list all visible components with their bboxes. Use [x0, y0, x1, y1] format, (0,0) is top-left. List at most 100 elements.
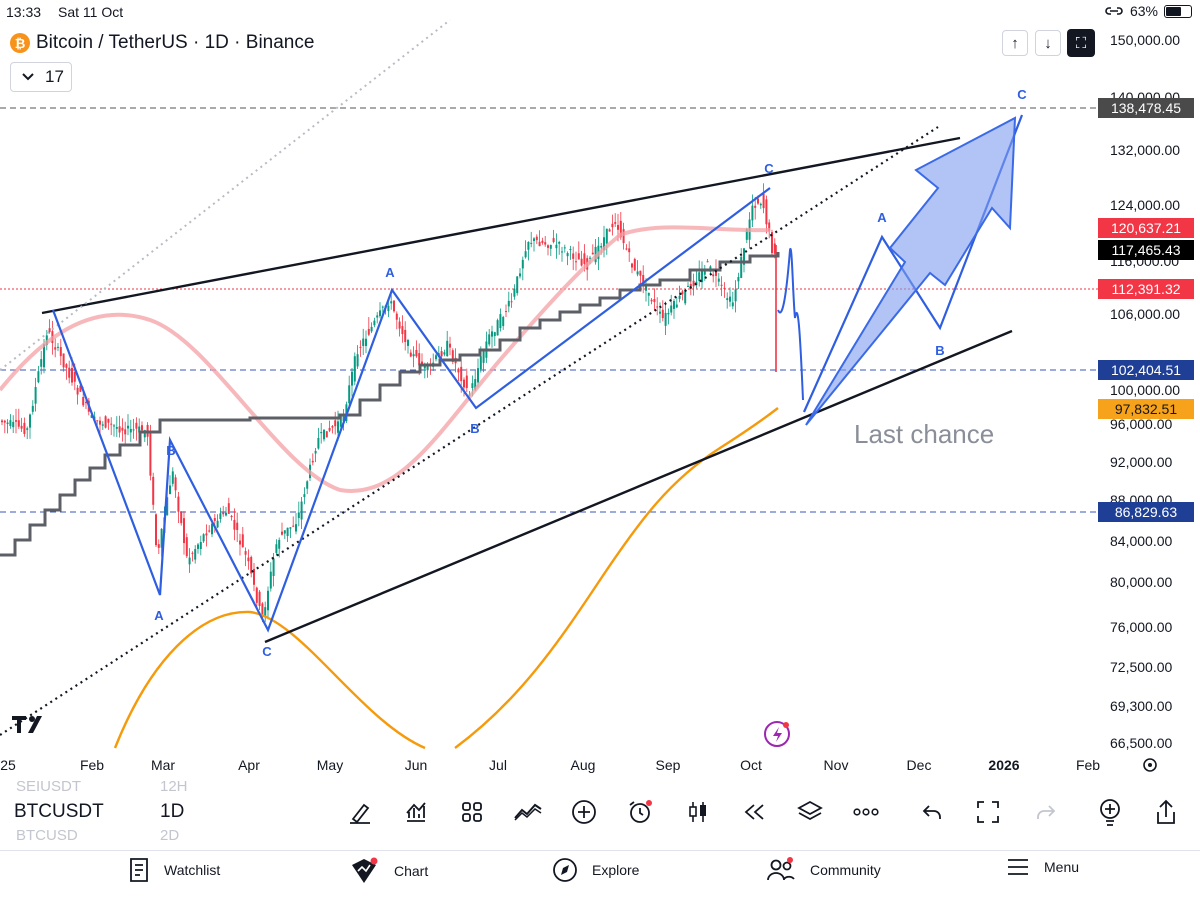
object-tree-button[interactable]: [794, 796, 826, 828]
wave-label: A: [877, 210, 887, 225]
share-button[interactable]: [1150, 796, 1182, 828]
candle-body: [698, 272, 701, 281]
candle-body: [17, 420, 20, 427]
candle-body: [670, 305, 673, 313]
indicators-collapse-button[interactable]: 17: [10, 62, 72, 92]
candle-body: [82, 396, 85, 406]
candle-body: [673, 300, 675, 309]
x-tick-label: Aug: [571, 757, 596, 773]
undo-button[interactable]: [916, 796, 948, 828]
pink-moving-average: [0, 225, 771, 493]
price-label-bg: [1098, 360, 1194, 380]
candle-body: [558, 242, 561, 244]
candle-body: [34, 387, 37, 404]
alert-button[interactable]: [624, 796, 656, 828]
fullscreen-toggle-button[interactable]: [972, 796, 1004, 828]
scroll-down-button[interactable]: ↓: [1035, 30, 1061, 56]
candle-body: [219, 513, 222, 520]
candle-body: [9, 420, 12, 426]
candle-body: [398, 321, 401, 329]
candle-body: [79, 385, 82, 392]
redo-button[interactable]: [1030, 796, 1062, 828]
candle-body: [85, 401, 87, 404]
candle-body: [57, 346, 59, 348]
y-tick-label: 66,500.00: [1110, 735, 1172, 751]
settings-gear-icon[interactable]: [1143, 758, 1157, 772]
fullscreen-button[interactable]: ⛶: [1067, 29, 1095, 57]
orange-moving-average: [113, 407, 779, 750]
symbol-title[interactable]: ₿ Bitcoin / TetherUS · 1D · Binance: [10, 32, 314, 54]
candle-body: [26, 428, 29, 430]
candle-body: [292, 525, 295, 527]
candle-body: [661, 309, 664, 319]
candle-body: [199, 542, 202, 550]
candle-body: [320, 431, 323, 434]
interval-selector[interactable]: 1D: [160, 801, 185, 822]
scroll-up-button[interactable]: ↑: [1002, 30, 1028, 56]
candle-body: [241, 534, 244, 548]
candle-body: [225, 512, 227, 516]
candle-body: [337, 421, 339, 433]
drawing-tool-button[interactable]: [344, 796, 376, 828]
candle-body: [692, 280, 695, 287]
candle-body: [359, 346, 362, 348]
price-label: 117,465.43: [1111, 242, 1180, 258]
candle-body: [141, 425, 143, 431]
nav-explore[interactable]: Explore: [552, 857, 639, 883]
wave-label: B: [470, 421, 479, 436]
candle-body: [90, 415, 93, 418]
candle-body: [519, 273, 521, 277]
candle-body: [491, 331, 493, 337]
price-label: 97,832.51: [1115, 401, 1177, 417]
candle-body: [440, 351, 443, 357]
candle-body: [575, 261, 577, 263]
candle-body: [339, 416, 342, 427]
battery-percent: 63%: [1129, 3, 1158, 19]
indicators-icon: [406, 802, 426, 822]
x-tick-label: 25: [0, 757, 16, 773]
candle-body: [303, 494, 306, 498]
candle-body: [521, 259, 524, 269]
candle-body: [314, 450, 317, 454]
chart-type-button[interactable]: [512, 796, 544, 828]
redo-icon: [1037, 805, 1056, 819]
expand-icon: [977, 801, 999, 823]
candle-body: [300, 501, 303, 520]
candle-body: [247, 557, 250, 562]
candle-body: [353, 356, 356, 382]
flash-icon[interactable]: [764, 721, 790, 747]
nav-menu[interactable]: Menu: [1006, 857, 1079, 877]
candle-body: [614, 222, 617, 224]
indicators-button[interactable]: [400, 796, 432, 828]
x-tick-label: Apr: [238, 757, 260, 773]
candle-body: [356, 354, 359, 367]
nav-community[interactable]: Community: [766, 857, 881, 883]
layouts-button[interactable]: [456, 796, 488, 828]
status-bar: 13:33 Sat 11 Oct 63%: [0, 0, 1200, 24]
candle-style-button[interactable]: [682, 796, 714, 828]
candle-body: [642, 275, 645, 287]
candle-body: [73, 371, 76, 382]
indicators-count: 17: [45, 67, 64, 86]
symbol-selector[interactable]: BTCUSDT: [14, 801, 104, 822]
candle-body: [771, 232, 773, 254]
nav-watchlist[interactable]: Watchlist: [128, 857, 220, 883]
candle-body: [216, 520, 219, 528]
more-button[interactable]: [850, 796, 882, 828]
candle-body: [155, 514, 157, 546]
status-time: 13:33: [6, 4, 42, 20]
status-right: 63%: [1104, 3, 1192, 19]
nav-chart[interactable]: Chart: [350, 857, 428, 885]
candle-body: [622, 229, 625, 244]
y-tick-label: 150,000.00: [1110, 32, 1180, 48]
candle-body: [667, 312, 670, 315]
ideas-button[interactable]: [1094, 796, 1126, 828]
candle-body: [474, 379, 477, 390]
candle-body: [96, 420, 99, 422]
candle-body: [530, 242, 533, 244]
replay-button[interactable]: [738, 796, 770, 828]
price-chart[interactable]: 150,000.00140,000.00132,000.00124,000.00…: [0, 0, 1200, 780]
add-button[interactable]: [568, 796, 600, 828]
candle-body: [555, 244, 558, 249]
candle-body: [381, 306, 384, 308]
